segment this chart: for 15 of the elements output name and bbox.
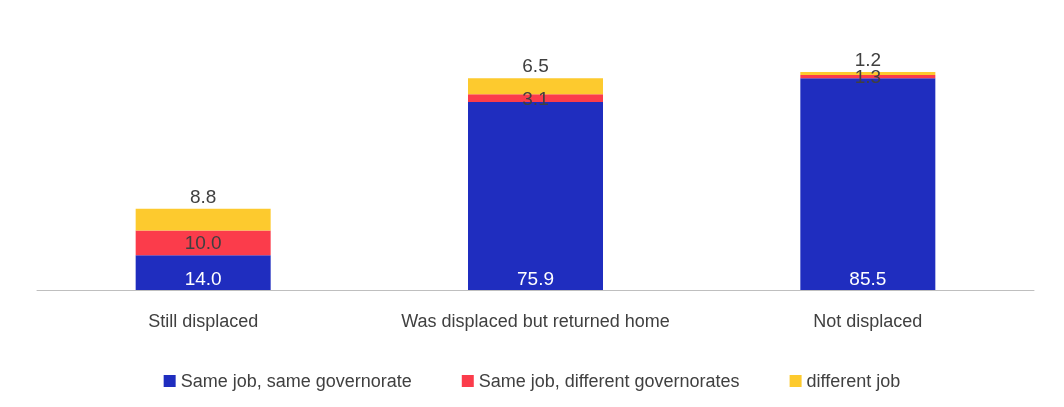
bar (135, 208, 271, 231)
legend-label: different job (806, 371, 901, 391)
data-label: 8.8 (189, 185, 217, 207)
x-tick-label: Was displaced but returned home (401, 311, 670, 331)
data-label: 75.9 (517, 268, 554, 289)
legend-label: Same job, same governorate (180, 371, 412, 391)
legend-label: Same job, different governorates (478, 371, 740, 391)
bar (135, 255, 271, 290)
data-label: 85.5 (849, 268, 887, 289)
data-label: 14.0 (184, 268, 222, 289)
data-label: 10.0 (184, 232, 222, 254)
x-tick-label: Still displaced (148, 311, 259, 331)
bar (135, 230, 271, 256)
x-tick-label: Not displaced (813, 311, 923, 331)
data-label: 6.5 (522, 55, 549, 77)
